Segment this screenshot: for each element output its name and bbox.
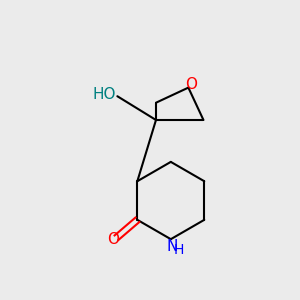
Text: H: H (174, 244, 184, 257)
Text: N: N (167, 239, 178, 254)
Text: O: O (185, 77, 197, 92)
Text: O: O (108, 232, 120, 247)
Text: HO: HO (92, 87, 116, 102)
